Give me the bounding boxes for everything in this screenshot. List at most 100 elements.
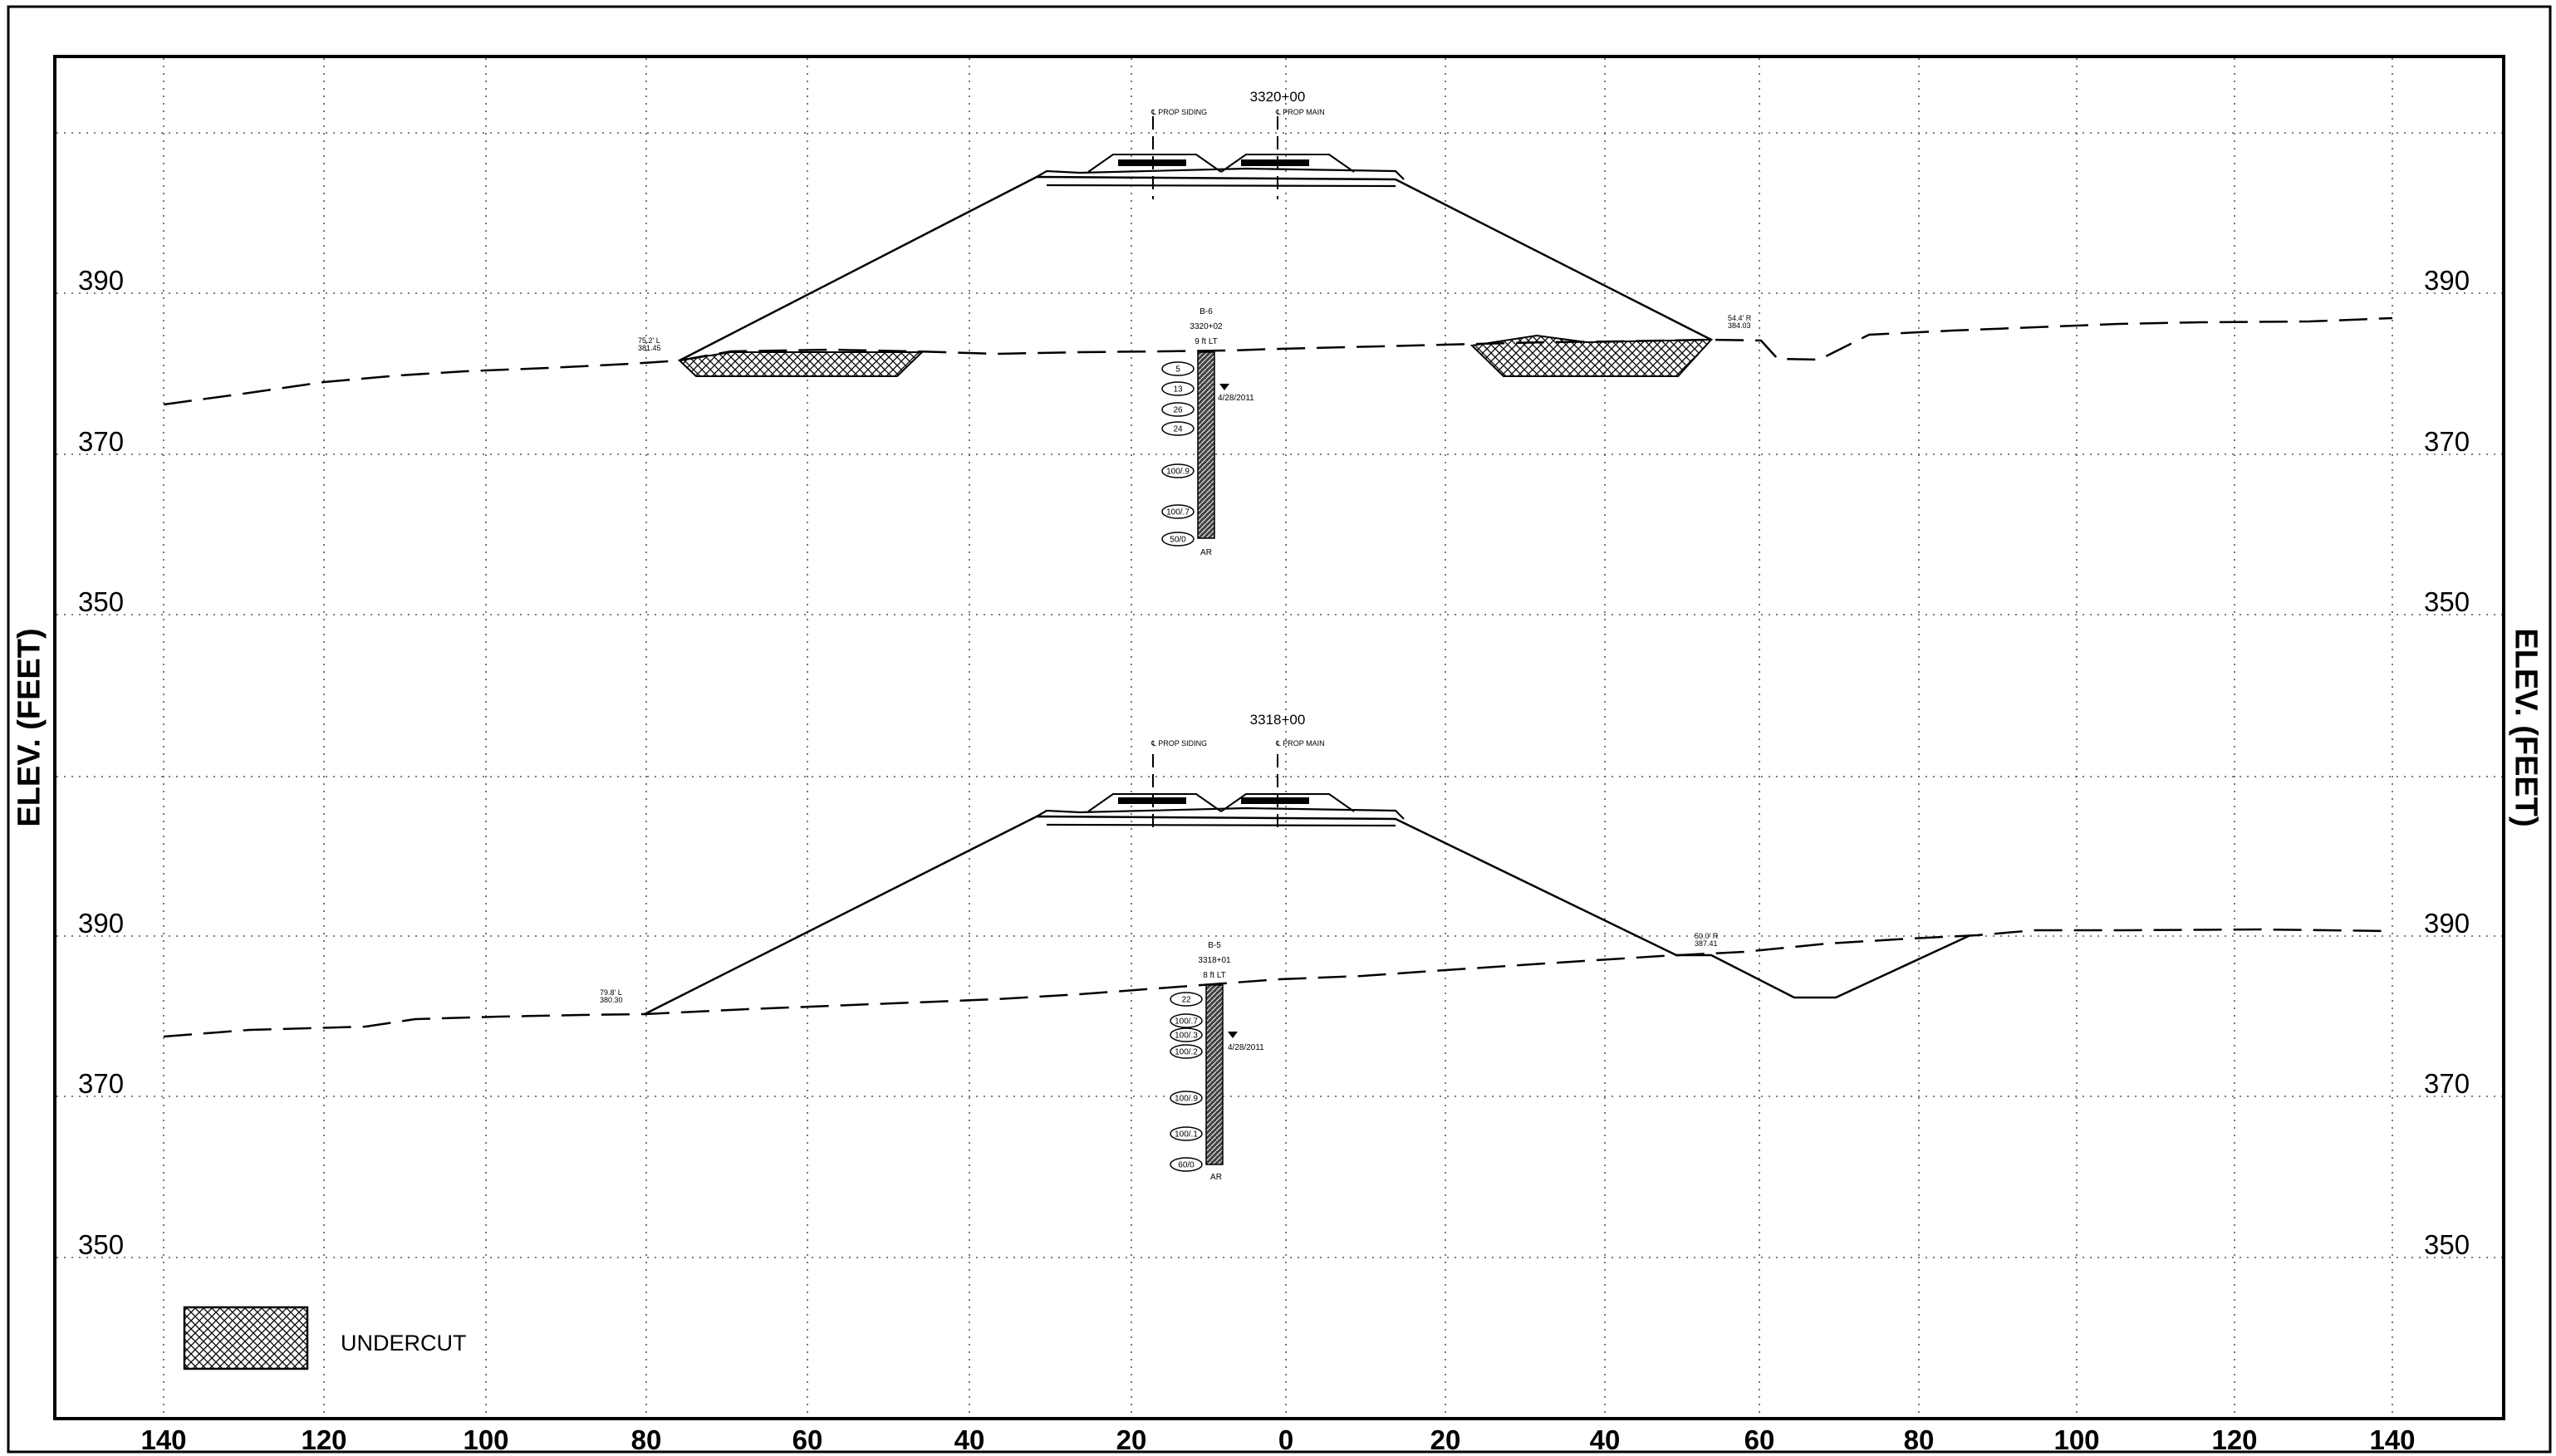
blow-count-oval	[1161, 504, 1195, 519]
y-axis-label-left: ELEV. (FEET)	[12, 628, 47, 827]
right-toe-offset: 54.4' R	[1728, 314, 1752, 322]
x-axis-ticks: 140 120 100 80 60 40 20 0 20 40 60 80 100 120 140	[140, 1424, 2415, 1455]
x-tick-label: 60	[1744, 1424, 1775, 1455]
blow-count-oval	[1170, 992, 1203, 1007]
water-level-icon	[1219, 384, 1229, 390]
y-tick-label: 390	[2424, 908, 2470, 939]
sheet-border	[7, 5, 2552, 1454]
boring-column	[1205, 984, 1224, 1165]
blow-count-oval	[1161, 532, 1195, 547]
blow-count-oval	[1161, 463, 1195, 478]
undercut-area	[677, 351, 925, 377]
x-tick-label: 60	[792, 1424, 823, 1455]
legend-label: UNDERCUT	[341, 1331, 467, 1356]
rail-main	[1241, 797, 1309, 804]
embankment-slope	[644, 815, 1971, 1016]
x-tick-label: 140	[2369, 1424, 2415, 1455]
blow-count-value: 100/.2	[1175, 1048, 1198, 1057]
blow-count-oval	[1170, 1044, 1203, 1059]
boring-column	[1197, 351, 1215, 539]
ballast-section	[1087, 793, 1355, 812]
blow-count-value: 22	[1181, 996, 1191, 1005]
plot-frame	[53, 55, 2505, 1420]
blow-count-oval	[1170, 1027, 1203, 1042]
boring-log: B-5 3318+01 8 ft LT 4/28/2011 22 100/.7 10…	[1170, 941, 1264, 1182]
section-3318: 3318+00 ℄ PROP SIDING ℄ PROP MAIN 79.8' …	[163, 712, 2393, 1182]
main-label: ℄ PROP MAIN	[1275, 739, 1325, 748]
x-tick-label: 140	[140, 1424, 186, 1455]
water-date: 4/28/2011	[1218, 394, 1254, 403]
x-tick-label: 20	[1430, 1424, 1461, 1455]
blow-count-value: 5	[1175, 365, 1180, 375]
rail-main	[1241, 159, 1309, 166]
blow-count-value: 100/.1	[1175, 1130, 1198, 1140]
legend: UNDERCUT	[183, 1306, 467, 1370]
blow-count-oval	[1161, 421, 1195, 436]
y-tick-label: 370	[2424, 426, 2470, 457]
x-tick-label: 20	[1116, 1424, 1147, 1455]
blow-count-value: 100/.3	[1175, 1032, 1198, 1041]
boring-bottom: AR	[1210, 1173, 1222, 1182]
siding-label: ℄ PROP SIDING	[1150, 739, 1207, 748]
boring-offset: 8 ft LT	[1203, 971, 1226, 980]
blow-count-value: 100/.9	[1166, 468, 1190, 477]
blow-count-value: 13	[1173, 385, 1183, 395]
right-toe-offset: 50.0' R	[1695, 932, 1719, 940]
blow-count-value: 24	[1173, 425, 1183, 434]
right-toe-elev: 384.03	[1728, 321, 1751, 330]
y-tick-label: 370	[78, 1068, 124, 1099]
y-tick-label: 390	[2424, 265, 2470, 296]
x-tick-label: 100	[463, 1424, 508, 1455]
y-tick-label: 390	[78, 908, 124, 939]
x-tick-label: 80	[1904, 1424, 1935, 1455]
blow-count-value: 50/0	[1170, 536, 1186, 545]
boring-station: 3318+01	[1198, 956, 1231, 965]
section-3320: 3320+00 ℄ PROP SIDING ℄ PROP MAIN 75.2' …	[163, 89, 2393, 557]
boring-id: B-6	[1200, 307, 1213, 316]
y-tick-label: 350	[2424, 586, 2470, 617]
right-toe-elev: 387.41	[1695, 939, 1718, 948]
boring-station: 3320+02	[1190, 322, 1223, 331]
embankment-left-slope	[679, 175, 1712, 362]
y-axis-ticks: 390 390 370 370 350 350 390 390 370 370 350 350	[78, 265, 2470, 1260]
x-tick-label: 40	[1590, 1424, 1621, 1455]
subgrade-line	[1036, 167, 1405, 188]
grid	[56, 58, 2502, 1417]
x-tick-label: 80	[631, 1424, 662, 1455]
boring-offset: 9 ft LT	[1195, 337, 1218, 346]
main-label: ℄ PROP MAIN	[1275, 108, 1325, 116]
station-label: 3318+00	[1250, 712, 1306, 728]
left-toe-offset: 75.2' L	[638, 336, 660, 345]
y-tick-label: 350	[2424, 1229, 2470, 1260]
siding-label: ℄ PROP SIDING	[1150, 108, 1207, 116]
left-toe-offset: 79.8' L	[600, 988, 622, 997]
x-tick-label: 120	[301, 1424, 346, 1455]
x-tick-label: 40	[954, 1424, 985, 1455]
blow-count-oval	[1161, 402, 1195, 417]
water-date: 4/28/2011	[1228, 1043, 1264, 1052]
blow-count-value: 26	[1173, 406, 1183, 415]
left-toe-elev: 380.30	[600, 996, 623, 1004]
left-toe-elev: 381.45	[638, 344, 661, 352]
existing-ground-line	[163, 316, 2393, 406]
y-tick-label: 350	[78, 1229, 124, 1260]
y-tick-label: 370	[2424, 1068, 2470, 1099]
blow-count-oval	[1170, 1157, 1203, 1172]
blow-count-oval	[1161, 381, 1195, 396]
boring-bottom: AR	[1200, 548, 1212, 557]
undercut-area	[1469, 334, 1714, 377]
y-axis-label-right: ELEV. (FEET)	[2508, 628, 2544, 827]
boring-log: B-6 3320+02 9 ft LT 4/28/2011 5 13 26 24 100…	[1161, 307, 1254, 557]
y-tick-label: 350	[78, 586, 124, 617]
y-tick-label: 390	[78, 265, 124, 296]
blow-count-oval	[1170, 1091, 1203, 1105]
boring-id: B-5	[1208, 941, 1221, 950]
blow-count-value: 60/0	[1178, 1161, 1195, 1170]
y-tick-label: 370	[78, 426, 124, 457]
blow-count-oval	[1170, 1013, 1203, 1028]
station-label: 3320+00	[1250, 89, 1306, 105]
blow-count-value: 100/.7	[1175, 1017, 1198, 1027]
x-tick-label: 120	[2211, 1424, 2257, 1455]
blow-count-value: 100/.9	[1175, 1095, 1198, 1104]
